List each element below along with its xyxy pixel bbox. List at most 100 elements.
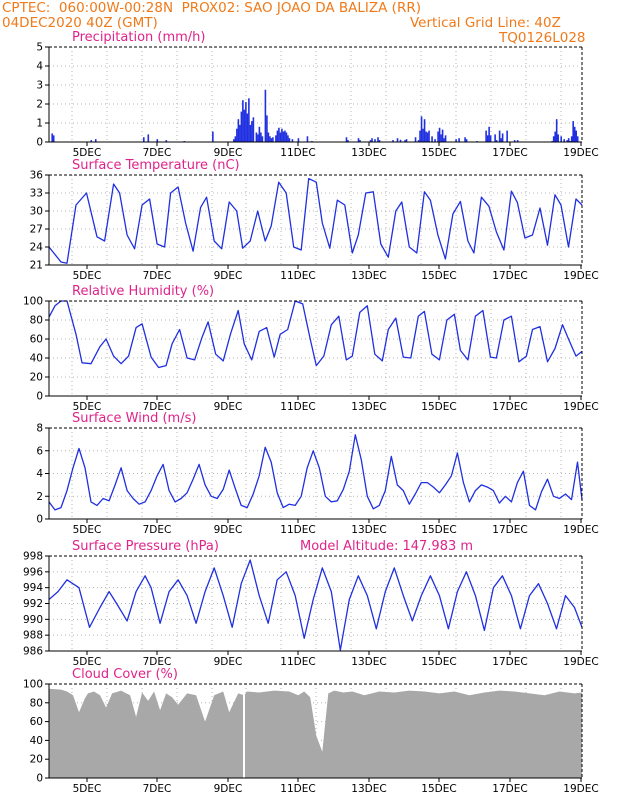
precip-bar: [458, 138, 460, 142]
precip-bar: [255, 132, 258, 142]
precip-bar: [270, 138, 273, 142]
precip-bar: [572, 121, 574, 142]
precip-bar: [555, 119, 558, 142]
panel-3: 0 20 40 60 80 100 5DEC 7DEC 9DEC 11DEC 13DEC 15DEC 1…: [23, 284, 599, 413]
precip-bar: [257, 134, 259, 142]
precip-bar: [260, 132, 262, 142]
x-tick-label: 7DEC: [143, 656, 172, 668]
precip-bar: [500, 138, 502, 142]
y-tick-label: 992: [23, 598, 43, 610]
precip-bar: [443, 138, 445, 142]
x-tick-label: 13DEC: [351, 147, 386, 159]
precip-bar: [287, 135, 289, 142]
precip-bar: [516, 140, 519, 142]
precip-bar: [264, 89, 267, 142]
precip-bar: [513, 140, 516, 142]
series-line: [48, 434, 583, 511]
x-tick-label: 13DEC: [351, 401, 386, 413]
y-tick-label: 5: [36, 42, 43, 54]
precip-bar: [566, 140, 568, 142]
y-tick-label: 0: [36, 391, 43, 403]
precip-bar: [285, 132, 288, 142]
precip-bar: [399, 139, 402, 142]
y-tick-label: 60: [30, 716, 43, 728]
x-tick-label: 17DEC: [492, 783, 527, 795]
x-tick-label: 13DEC: [351, 270, 386, 282]
precip-bar: [444, 135, 447, 142]
panel-1: 0 1 2 3 4 5 5DEC 7DEC 9DEC 11DEC 13DEC 15DEC 17DEC 19…: [36, 30, 598, 159]
x-tick-label: 9DEC: [214, 270, 243, 282]
precip-bar: [242, 100, 244, 142]
precip-bar: [464, 137, 466, 142]
x-tick-label: 17DEC: [492, 401, 527, 413]
precip-bar: [414, 137, 417, 142]
precip-bar: [434, 139, 436, 142]
x-tick-label: 15DEC: [421, 656, 456, 668]
precip-bar: [557, 134, 559, 142]
y-tick-label: 4: [36, 468, 43, 480]
x-tick-label: 5DEC: [73, 401, 102, 413]
y-tick-label: 8: [36, 423, 43, 435]
x-tick-label: 5DEC: [73, 147, 102, 159]
precip-bar: [486, 135, 489, 142]
x-tick-label: 7DEC: [143, 783, 172, 795]
x-tick-label: 11DEC: [280, 147, 315, 159]
x-tick-label: 19DEC: [563, 656, 598, 668]
panel-title: Surface Pressure (hPa): [72, 539, 219, 554]
x-tick-label: 5DEC: [73, 524, 102, 536]
precip-bar: [90, 140, 93, 142]
x-tick-label: 7DEC: [143, 270, 172, 282]
precip-bar: [437, 131, 439, 142]
x-tick-label: 17DEC: [492, 656, 527, 668]
y-tick-label: 33: [30, 188, 43, 200]
y-tick-label: 20: [30, 372, 43, 384]
precip-bar: [405, 139, 408, 142]
precip-bar: [359, 140, 361, 142]
precip-bar: [291, 139, 294, 142]
x-tick-label: 19DEC: [563, 783, 598, 795]
precip-bar: [345, 137, 348, 142]
panel-5: 986 988 990 992 994 996 998 5DEC 7DEC 9DEC 11DEC 13…: [23, 539, 599, 668]
x-tick-label: 15DEC: [421, 270, 456, 282]
precip-bar: [249, 124, 252, 142]
precip-bar: [488, 126, 490, 142]
precip-bar: [251, 121, 253, 142]
x-tick-label: 9DEC: [214, 401, 243, 413]
precip-bar: [489, 135, 492, 142]
precip-bar: [438, 127, 441, 142]
precip-bar: [554, 131, 556, 142]
x-tick-label: 9DEC: [214, 524, 243, 536]
x-tick-label: 19DEC: [563, 147, 598, 159]
precip-bar: [552, 136, 555, 142]
precip-bar: [52, 135, 55, 142]
y-tick-label: 24: [30, 242, 44, 254]
precip-bar: [369, 140, 372, 142]
series-line: [48, 177, 583, 264]
header-grid-note: Vertical Grid Line: 40Z: [410, 15, 561, 31]
y-tick-label: 988: [23, 630, 43, 642]
y-tick-label: 36: [30, 170, 44, 182]
precip-bar: [297, 138, 300, 142]
precip-bar: [269, 136, 271, 142]
y-tick-label: 998: [23, 551, 43, 563]
panel-title: Cloud Cover (%): [72, 667, 178, 682]
precip-bar: [279, 132, 282, 142]
x-tick-label: 17DEC: [492, 524, 527, 536]
precip-bar: [441, 129, 444, 142]
x-tick-label: 9DEC: [214, 147, 243, 159]
precip-bar: [212, 131, 214, 142]
precip-bar: [261, 136, 264, 142]
precip-bar: [404, 140, 406, 142]
precip-bar: [165, 140, 168, 142]
precip-bar: [357, 138, 360, 142]
panel-title: Surface Wind (m/s): [72, 411, 196, 426]
y-tick-label: 1: [36, 118, 43, 130]
precip-bar: [306, 136, 309, 142]
x-tick-label: 15DEC: [421, 401, 456, 413]
y-tick-label: 990: [23, 614, 43, 626]
y-tick-label: 2: [36, 99, 43, 111]
x-tick-label: 13DEC: [351, 524, 386, 536]
precip-bar: [347, 140, 349, 142]
x-tick-label: 5DEC: [73, 783, 102, 795]
precip-bar: [252, 117, 255, 142]
